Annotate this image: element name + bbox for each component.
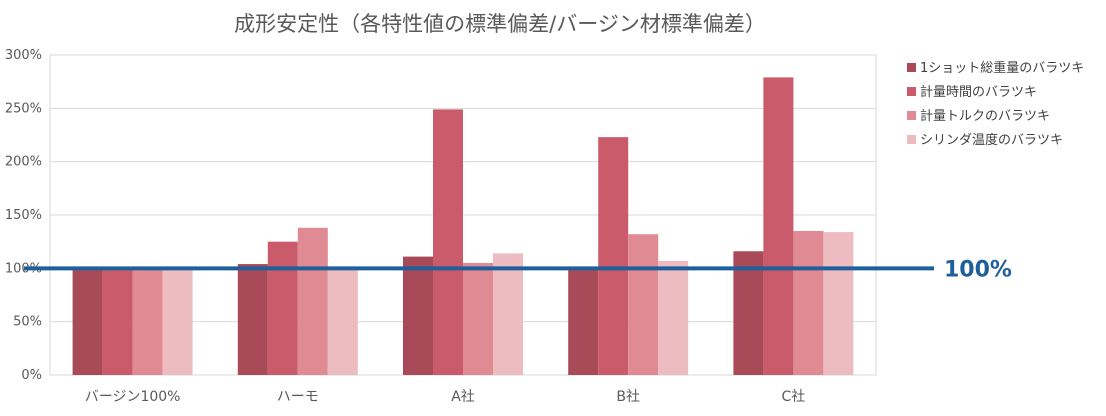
bars [72,77,854,376]
bar [463,263,493,375]
legend-entry: 1ショット総重量のバラツキ [920,60,1084,76]
legend-entry: 計量トルクのバラツキ [920,108,1050,124]
bar [793,231,824,375]
x-tick-label: C社 [782,389,806,405]
legend-entry: シリンダ温度のバラツキ [920,132,1063,148]
bar [628,234,659,375]
bar [72,268,103,375]
legend-swatch [907,87,916,96]
reference-line-label: 100% [944,257,1012,282]
bar [403,256,433,375]
y-axis: 0% 50% 100% 150% 200% 250% 300% [5,48,42,383]
bar [132,268,163,375]
bar [493,253,523,375]
bar [237,264,268,375]
bar [598,137,629,375]
bar [568,268,599,375]
bar [327,268,358,375]
legend-swatch [907,111,916,120]
bar [102,268,133,375]
y-tick-label: 300% [5,48,42,63]
bar [433,109,463,376]
y-tick-label: 50% [13,315,42,330]
legend-entry: 計量時間のバラツキ [920,84,1037,100]
bar [658,260,689,375]
chart-title: 成形安定性（各特性値の標準偏差/バージン材標準偏差） [234,12,766,36]
y-tick-label: 250% [5,101,42,116]
y-tick-label: 150% [5,208,42,223]
bar [162,268,193,375]
legend: 1ショット総重量のバラツキ計量時間のバラツキ計量トルクのバラツキシリンダ温度のバ… [907,60,1084,148]
bar [267,241,298,375]
bar [763,77,794,376]
bar [823,232,854,375]
x-tick-label: ハーモ [277,389,319,405]
y-tick-label: 200% [5,155,42,170]
legend-swatch [907,135,916,144]
x-tick-label: B社 [616,389,640,405]
x-tick-label: A社 [451,389,475,405]
x-tick-label: バージン100% [85,389,181,405]
y-tick-label: 0% [21,368,42,383]
legend-swatch [907,63,916,72]
y-tick-label: 100% [5,261,42,276]
bar [733,251,764,375]
bar [297,227,328,375]
reference-line-group: 100% [24,257,1012,282]
x-axis: バージン100% ハーモ A社 B社 C社 [85,389,806,405]
